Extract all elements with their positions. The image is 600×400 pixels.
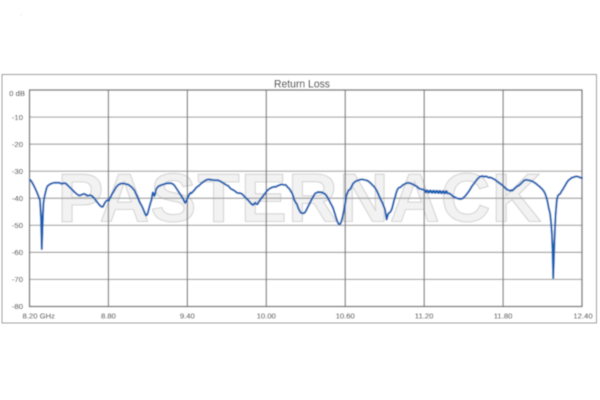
svg-text:-10: -10 — [12, 113, 23, 122]
svg-text:8.20 GHz: 8.20 GHz — [23, 312, 56, 321]
svg-text:10.60: 10.60 — [336, 312, 355, 321]
svg-text:12.40: 12.40 — [573, 312, 592, 321]
svg-text:9.40: 9.40 — [180, 312, 195, 321]
svg-text:10.00: 10.00 — [257, 312, 276, 321]
svg-text:-80: -80 — [12, 302, 23, 311]
svg-text:0 dB: 0 dB — [9, 89, 25, 98]
svg-text:Return Loss: Return Loss — [274, 79, 330, 91]
svg-text:-20: -20 — [12, 140, 23, 149]
svg-text:8.80: 8.80 — [101, 312, 116, 321]
svg-text:-30: -30 — [12, 167, 23, 176]
svg-text:11.80: 11.80 — [494, 312, 513, 321]
svg-text:-50: -50 — [12, 221, 23, 230]
svg-text:11.20: 11.20 — [415, 312, 434, 321]
svg-text:-40: -40 — [12, 194, 23, 203]
svg-text:-60: -60 — [12, 248, 23, 257]
svg-text:-70: -70 — [12, 275, 23, 284]
